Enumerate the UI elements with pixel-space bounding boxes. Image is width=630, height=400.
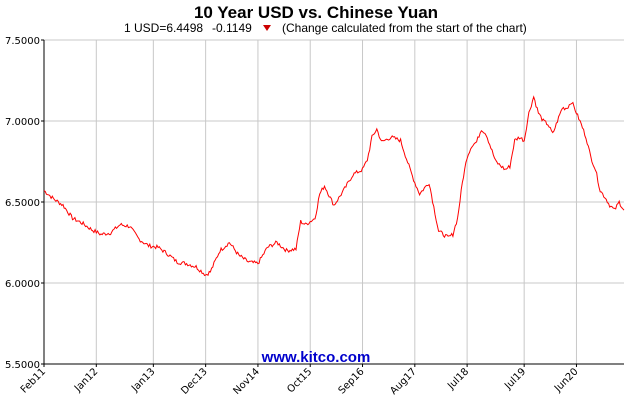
y-tick-label: 7.5000 <box>5 36 40 47</box>
x-tick-label: Oct15 <box>285 366 314 395</box>
x-tick-label: Jan13 <box>129 366 157 394</box>
y-tick-label: 6.0000 <box>5 279 40 290</box>
chart-title: 10 Year USD vs. Chinese Yuan <box>194 3 438 22</box>
x-tick-label: Nov14 <box>231 366 262 397</box>
x-tick-label: Sep16 <box>337 366 367 396</box>
y-tick-label: 5.5000 <box>5 360 40 371</box>
change-value: -0.1149 <box>212 21 252 35</box>
x-tick-label: Jul19 <box>502 366 528 392</box>
x-tick-label: Jun20 <box>552 366 581 395</box>
y-tick-label: 6.5000 <box>5 198 40 209</box>
series-group <box>43 95 625 277</box>
chart-subtitle: 1 USD=6.4498 -0.1149 (Change calculated … <box>124 21 527 35</box>
x-tick-label: Jul18 <box>445 366 471 392</box>
down-arrow-icon <box>263 25 271 31</box>
x-tick-label: Aug17 <box>388 366 419 397</box>
x-tick-label: Dec13 <box>179 366 209 396</box>
x-tick-label: Jan12 <box>72 366 100 394</box>
x-axis-ticks: Feb11 Jan12 Jan13 Dec13 Nov14 Oct15 Sep16 Aug17… <box>19 364 581 397</box>
y-axis-ticks: 7.5000 7.0000 6.5000 6.0000 5.5000 <box>5 36 44 371</box>
y-tick-label: 7.0000 <box>5 117 40 128</box>
gridlines <box>43 39 624 365</box>
watermark-text: www.kitco.com <box>261 349 371 366</box>
change-note: (Change calculated from the start of the… <box>282 21 527 35</box>
usd-cny-series-line <box>43 95 625 277</box>
quote-value: 1 USD=6.4498 <box>124 21 203 35</box>
